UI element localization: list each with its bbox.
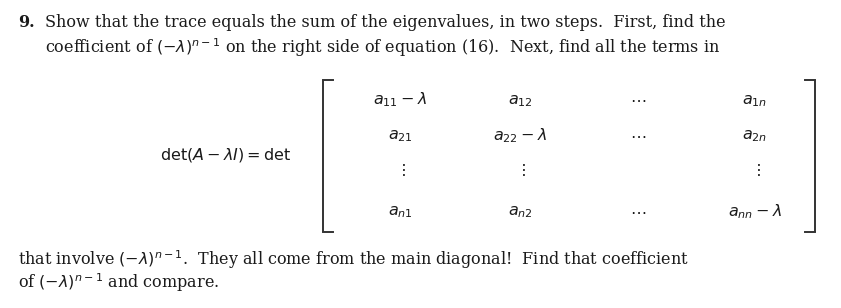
Text: $\det(A - \lambda I) = \det$: $\det(A - \lambda I) = \det$	[160, 146, 291, 164]
Text: of $(-\lambda)^{n-1}$ and compare.: of $(-\lambda)^{n-1}$ and compare.	[18, 271, 220, 294]
Text: $\cdots$: $\cdots$	[630, 204, 646, 221]
Text: $a_{21}$: $a_{21}$	[388, 128, 412, 144]
Text: $\vdots$: $\vdots$	[515, 161, 526, 179]
Text: $a_{12}$: $a_{12}$	[508, 91, 532, 108]
Text: $\vdots$: $\vdots$	[749, 161, 760, 179]
Text: $a_{22} - \lambda$: $a_{22} - \lambda$	[493, 127, 547, 145]
Text: $a_{n2}$: $a_{n2}$	[508, 204, 532, 221]
Text: Show that the trace equals the sum of the eigenvalues, in two steps.  First, fin: Show that the trace equals the sum of th…	[45, 14, 726, 31]
Text: $\vdots$: $\vdots$	[394, 161, 405, 179]
Text: 9.: 9.	[18, 14, 34, 31]
Text: $a_{n1}$: $a_{n1}$	[388, 204, 412, 221]
Text: $a_{nn} - \lambda$: $a_{nn} - \lambda$	[728, 203, 782, 221]
Text: that involve $(-\lambda)^{n-1}$.  They all come from the main diagonal!  Find th: that involve $(-\lambda)^{n-1}$. They al…	[18, 248, 689, 271]
Text: $\cdots$: $\cdots$	[630, 91, 646, 108]
Text: $a_{2n}$: $a_{2n}$	[743, 128, 768, 144]
Text: $a_{11} - \lambda$: $a_{11} - \lambda$	[373, 91, 427, 109]
Text: $a_{1n}$: $a_{1n}$	[743, 91, 768, 108]
Text: $\cdots$: $\cdots$	[630, 128, 646, 144]
Text: coefficient of $(-\lambda)^{n-1}$ on the right side of equation (16).  Next, fin: coefficient of $(-\lambda)^{n-1}$ on the…	[45, 36, 720, 59]
